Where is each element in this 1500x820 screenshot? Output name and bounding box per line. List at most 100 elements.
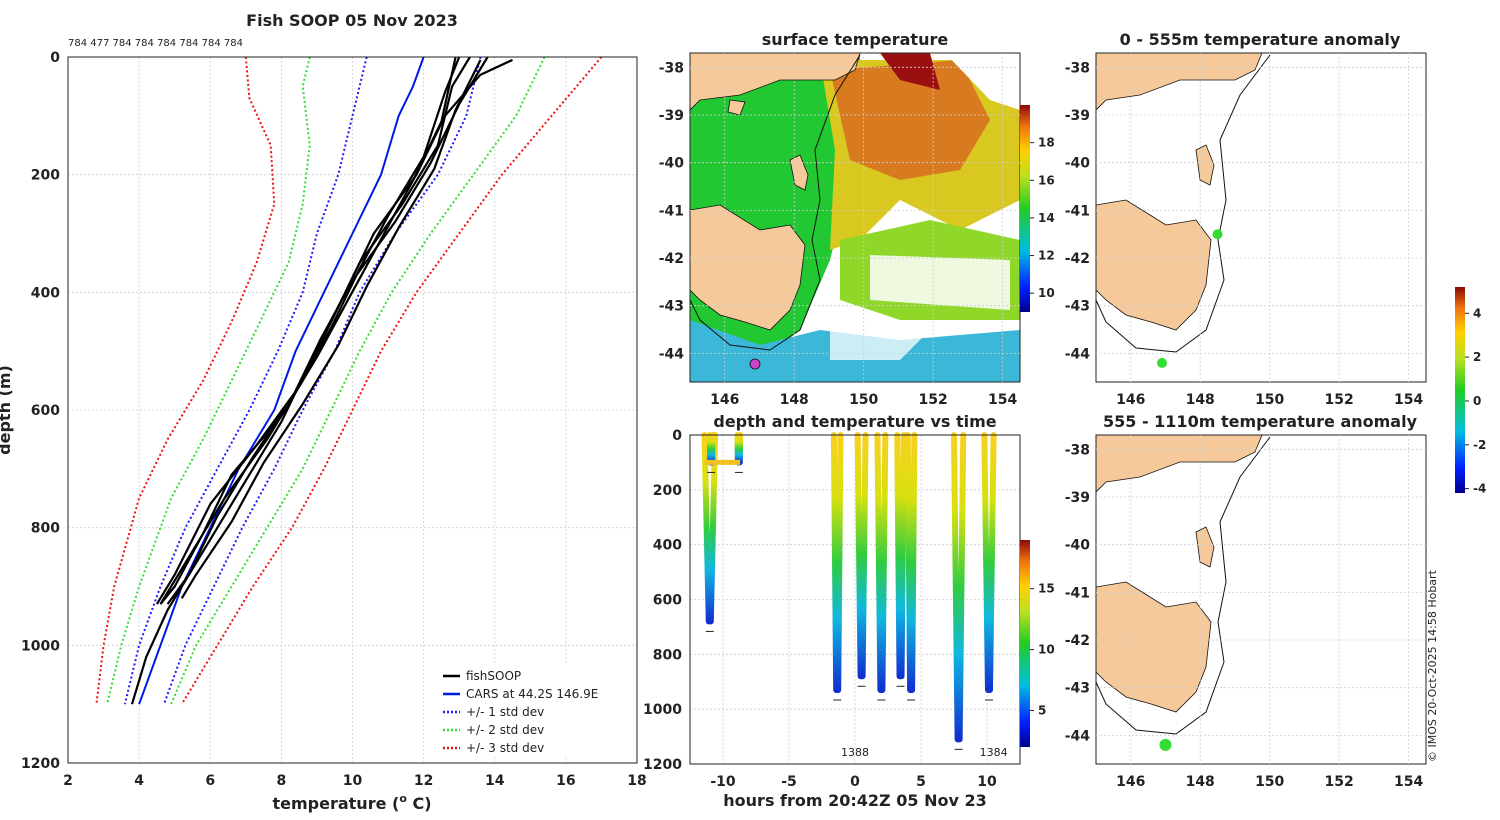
timedepth-cast	[706, 432, 716, 466]
timedepth-ytick-label: 1200	[643, 757, 682, 773]
profile-xtick-label: 14	[485, 773, 505, 789]
anomaly2-points	[1159, 738, 1172, 751]
legend-label: +/- 1 std dev	[466, 705, 544, 719]
profile-fish-line	[180, 59, 482, 599]
anomaly2-title: 555 - 1110m temperature anomaly	[1103, 412, 1418, 431]
timedepth-cast	[874, 432, 889, 693]
anomaly1-frame	[1095, 52, 1427, 383]
map-xtick-label: 152	[919, 392, 948, 408]
profile-xtick-label: 18	[627, 773, 646, 789]
anomaly1-ticks: 146 148 150 152 154 -38 -39 -40 -41 -42 -43 -44	[1065, 53, 1426, 408]
map-ytick-label: -42	[1065, 251, 1090, 267]
profile-fish-casts	[130, 56, 513, 705]
timedepth-casts	[701, 432, 997, 750]
map-ytick-label: -44	[1065, 728, 1091, 744]
profile-ytick-label: 1000	[21, 638, 60, 654]
profile-fish-line	[130, 58, 513, 705]
profile-xtick-label: 4	[134, 773, 144, 789]
profile-xtick-label: 8	[277, 773, 287, 789]
map-ytick-label: -43	[1065, 681, 1090, 697]
timedepth-cast	[904, 432, 918, 693]
anomaly1-map	[1096, 53, 1426, 382]
map-ytick-label: -38	[1065, 60, 1090, 76]
map-ytick-label: -41	[659, 203, 684, 219]
sst-colorbar	[1020, 105, 1030, 312]
sst-colorbar-label: 12	[1038, 249, 1055, 263]
profile-top-counts: 784 477 784 784 784 784 784 784	[68, 38, 243, 49]
anomaly2-shelf-contour	[1096, 436, 1271, 735]
profile-frame	[67, 56, 638, 764]
profile-ylabel: depth (m)	[0, 365, 14, 455]
profile-ytick-label: 800	[31, 521, 60, 537]
timedepth-cast	[894, 432, 907, 680]
map-xtick-label: 146	[1116, 392, 1145, 408]
timedepth-colorbar-label: 10	[1038, 643, 1055, 657]
anomaly-colorbar-label: -4	[1473, 482, 1486, 496]
timedepth-ytick-label: 1000	[643, 702, 682, 718]
timedepth-colorbar-label: 5	[1038, 703, 1046, 717]
profile-ytick-label: 600	[31, 403, 60, 419]
anomaly2-land-tasmania	[1096, 581, 1212, 713]
timedepth-title: depth and temperature vs time	[713, 412, 996, 431]
timedepth-ytick-label: 0	[672, 428, 682, 444]
profile-series-line	[123, 56, 368, 705]
timedepth-panel: depth and temperature vs time -10 -5 0 5 100…	[643, 412, 1055, 810]
map-ytick-label: -42	[659, 251, 684, 267]
map-ytick-label: -39	[1065, 490, 1090, 506]
profile-title: Fish SOOP 05 Nov 2023	[246, 11, 458, 30]
timedepth-ytick-label: 200	[653, 483, 682, 499]
timedepth-xtick-label: 0	[850, 774, 860, 790]
anomaly-colorbar-label: 4	[1473, 306, 1481, 320]
profile-series-line	[180, 56, 603, 705]
timedepth-ytick-label: 400	[653, 538, 682, 554]
timedepth-cast	[734, 432, 744, 466]
timedepth-cast	[701, 432, 719, 625]
sst-ticks: 146 148 150 152 154 -38 -39 -40 -41 -42 -43 -44	[659, 53, 1020, 408]
map-xtick-label: 154	[988, 392, 1017, 408]
map-xtick-label: 146	[710, 392, 739, 408]
profile-fish-line	[155, 56, 461, 605]
map-ytick-label: -43	[659, 299, 684, 315]
profile-ticks: 2 4 6 8 10 12 14 16 18 0 200 400 600 800 1000 1200	[21, 50, 647, 789]
map-ytick-label: -40	[659, 156, 685, 172]
legend-label: CARS at 44.2S 146.9E	[466, 687, 598, 701]
profile-xtick-label: 10	[343, 773, 363, 789]
timedepth-grid	[690, 434, 1020, 765]
anomaly-colorbar	[1455, 287, 1465, 493]
sst-colorbar-label: 14	[1038, 211, 1055, 225]
map-ytick-label: -44	[1065, 346, 1091, 362]
legend-label: +/- 3 std dev	[466, 741, 544, 755]
profile-series-line	[163, 56, 482, 705]
anomaly1-shelf-contour	[1096, 54, 1271, 353]
timedepth-annotation: 1388	[841, 746, 869, 759]
sst-colorbar-label: 18	[1038, 136, 1055, 150]
map-ytick-label: -41	[1065, 585, 1090, 601]
timedepth-ytick-label: 600	[653, 593, 682, 609]
profile-ytick-label: 200	[31, 168, 60, 184]
timedepth-colorbar-label: 15	[1038, 582, 1055, 596]
map-xtick-label: 152	[1325, 392, 1354, 408]
map-xtick-label: 148	[1186, 774, 1215, 790]
profile-series-line	[95, 56, 276, 705]
profile-xtick-label: 2	[63, 773, 73, 789]
anomaly2-ticks: 146 148 150 152 154 -38 -39 -40 -41 -42 -43 -44	[1065, 435, 1426, 790]
map-xtick-label: 152	[1325, 774, 1354, 790]
anomaly-colorbar-label: 2	[1473, 350, 1481, 364]
map-xtick-label: 150	[1255, 774, 1284, 790]
anomaly-colorbar-ticks: 4 2 0 -2 -4	[1465, 306, 1486, 496]
map-xtick-label: 146	[1116, 774, 1145, 790]
profile-series-line	[170, 56, 546, 705]
anomaly1-land-tasmania	[1096, 199, 1212, 331]
profile-fish-line	[159, 56, 457, 605]
sst-map	[690, 53, 1020, 382]
timedepth-cast	[854, 432, 869, 680]
map-ytick-label: -38	[659, 60, 684, 76]
sst-colorbar-ticks: 10 12 14 16 18	[1030, 136, 1055, 300]
map-ytick-label: -38	[1065, 442, 1090, 458]
sst-cloud-3	[830, 320, 930, 360]
anomaly-colorbar-label: -2	[1473, 438, 1486, 452]
sst-land-mainland	[690, 53, 861, 111]
map-ytick-label: -39	[1065, 108, 1090, 124]
profile-series	[95, 56, 603, 705]
timedepth-xtick-label: -5	[781, 774, 797, 790]
